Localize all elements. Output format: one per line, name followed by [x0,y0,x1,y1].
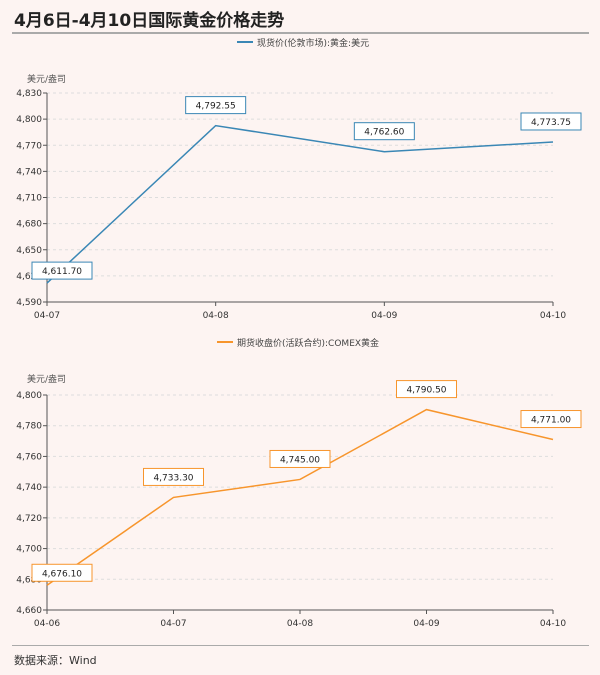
y-tick-label: 4,710 [16,194,42,204]
data-label-box [185,96,247,115]
data-label: 4,790.50 [406,386,446,396]
x-tick-label: 04-10 [540,311,566,321]
chart-title: 4月6日-4月10日国际黄金价格走势 [14,11,285,31]
legend-label: 现货价(伦敦市场):黄金:美元 [257,37,369,49]
x-tick-label: 04-07 [34,311,60,321]
y-tick-label: 4,740 [16,167,42,177]
data-label-box [396,380,457,399]
series-line [46,408,554,586]
x-tick-label: 04-10 [540,619,566,629]
series-line [46,124,554,284]
data-label: 4,762.60 [364,128,404,138]
data-label: 4,676.10 [42,569,82,579]
data-label-box [31,563,93,582]
y-tick-label: 4,800 [16,115,42,125]
y-tick-label: 4,720 [16,514,42,524]
data-label-box [353,122,415,141]
y-tick-label: 4,740 [16,483,42,493]
x-tick-label: 04-07 [160,619,186,629]
y-axis-unit: 美元/盎司 [27,373,66,385]
y-tick-label: 4,660 [16,606,42,616]
data-label: 4,773.75 [531,118,571,128]
footer-divider [12,645,589,646]
data-label-box [520,410,582,429]
legend-label: 期货收盘价(活跃合约):COMEX黄金 [237,337,379,349]
y-tick-label: 4,590 [16,298,42,308]
data-label-box [143,467,204,486]
data-label-box [31,261,93,280]
y-tick-label: 4,700 [16,545,42,555]
title-divider [12,32,589,34]
data-label: 4,611.70 [42,267,82,277]
data-label: 4,745.00 [280,455,320,465]
y-tick-label: 4,680 [16,575,42,585]
x-tick-label: 04-08 [203,311,229,321]
data-label: 4,733.30 [153,473,193,483]
x-tick-label: 04-09 [371,311,397,321]
data-label: 4,771.00 [531,416,571,426]
y-tick-label: 4,760 [16,452,42,462]
y-tick-label: 4,650 [16,246,42,256]
y-tick-label: 4,830 [16,89,42,99]
data-label: 4,792.55 [196,102,236,112]
x-tick-label: 04-08 [287,619,313,629]
x-tick-label: 04-06 [34,619,60,629]
y-tick-label: 4,800 [16,391,42,401]
x-tick-label: 04-09 [413,619,439,629]
data-source: 数据来源：Wind [14,654,97,667]
y-tick-label: 4,770 [16,141,42,151]
y-tick-label: 4,680 [16,220,42,230]
y-tick-label: 4,620 [16,272,42,282]
data-label-box [520,112,582,131]
data-label-box [269,449,331,468]
y-tick-label: 4,780 [16,422,42,432]
y-axis-unit: 美元/盎司 [27,73,66,85]
